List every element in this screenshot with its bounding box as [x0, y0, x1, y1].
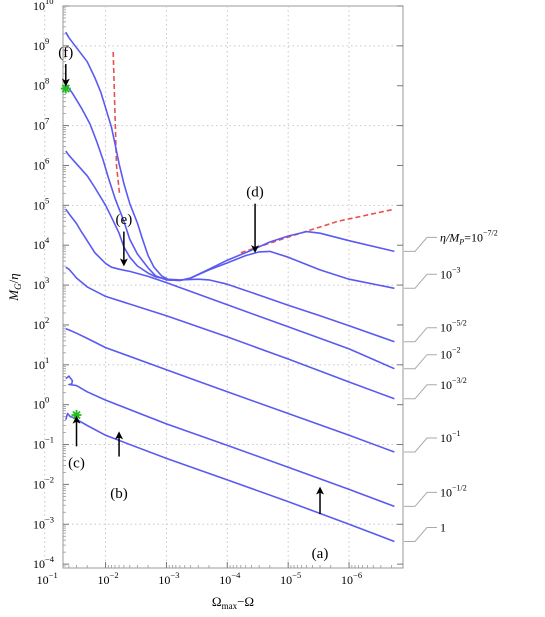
series-label-connector — [404, 527, 437, 542]
series-line-0 — [65, 31, 395, 282]
star-c-marker — [71, 410, 82, 421]
x-tick-label: 10−5 — [280, 570, 301, 587]
series-label-connector — [404, 236, 437, 252]
series-group: η/MP=10−7/2 10−3 10−5/2 10−2 10−3/2 10−1 10−1/… — [65, 31, 498, 543]
y-tick-label: 106 — [33, 155, 49, 172]
series-line-1 — [65, 83, 395, 290]
y-axis-title: MG/η — [6, 273, 23, 301]
x-tick-label: 10−3 — [158, 570, 179, 587]
x-tick-label: 10−1 — [37, 570, 58, 587]
annotation-label: (b) — [110, 486, 128, 502]
x-tick-label: 10−6 — [341, 570, 362, 587]
series-label: 10−3/2 — [440, 376, 467, 392]
x-axis: 10−1 10−2 10−3 10−4 10−5 10−6 — [37, 562, 393, 587]
series-label: 10−3 — [440, 265, 461, 281]
y-tick-label: 104 — [33, 235, 50, 252]
annotation-label: (d) — [246, 185, 264, 201]
series-line-6 — [65, 375, 395, 508]
plot-frame — [62, 5, 404, 569]
series-label: 10−1/2 — [440, 483, 467, 499]
annotation-label: (e) — [116, 212, 133, 228]
series-label-connector — [404, 491, 437, 507]
series-label: 1 — [440, 521, 446, 535]
y-tick-label: 103 — [33, 275, 49, 292]
dashed-steep-line — [112, 51, 121, 194]
series-label-connector — [404, 437, 437, 453]
y-tick-label: 10−3 — [33, 514, 54, 531]
y-tick-label: 105 — [33, 195, 49, 212]
series-label: 10−5/2 — [440, 319, 467, 335]
series-line-7 — [65, 412, 395, 543]
series-label: η/MP=10−7/2 — [440, 228, 498, 246]
series-line-3 — [65, 208, 395, 370]
x-axis-title: Ωmax−Ω — [212, 594, 254, 611]
y-tick-label: 10−4 — [33, 554, 55, 571]
series-label-connector — [404, 327, 437, 343]
star-f-marker — [60, 83, 71, 94]
reference-lines — [112, 51, 395, 254]
series-line-5 — [65, 328, 395, 453]
markers — [60, 83, 82, 421]
y-tick-label: 109 — [33, 36, 49, 53]
y-tick-label: 100 — [33, 395, 49, 412]
series-label-connector — [404, 273, 437, 289]
annotation-label: (f) — [58, 45, 73, 61]
annotation-label: (a) — [312, 546, 329, 562]
y-tick-label: 101 — [33, 355, 49, 372]
y-tick-label: 10−1 — [33, 435, 54, 452]
series-label: 10−1 — [440, 429, 461, 445]
annotation-label: (c) — [68, 456, 85, 472]
y-tick-label: 1010 — [33, 0, 54, 13]
y-tick-label: 10−2 — [33, 474, 54, 491]
y-tick-label: 108 — [33, 76, 49, 93]
x-tick-label: 10−4 — [219, 570, 241, 587]
y-tick-label: 107 — [33, 116, 49, 133]
series-label-connector — [404, 384, 437, 400]
series-line-4 — [65, 266, 395, 400]
series-label-connector — [404, 354, 437, 370]
annotations: (a) (b) (c) (d) (e) (f) — [58, 45, 328, 562]
grid — [44, 6, 403, 568]
x-tick-label: 10−2 — [98, 570, 119, 587]
series-line-2 — [65, 150, 395, 343]
series-label: 10−2 — [440, 346, 461, 362]
y-tick-label: 102 — [33, 315, 49, 332]
